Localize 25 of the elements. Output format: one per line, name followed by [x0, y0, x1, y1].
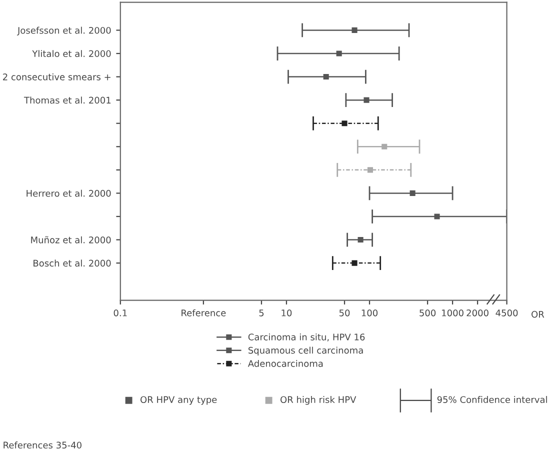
- y-tick-label: Muñoz et al. 2000: [31, 236, 111, 244]
- text: 95% Confidence interval: [437, 396, 547, 404]
- x-tick-label: 10: [282, 309, 292, 316]
- x-tick-label: 100: [362, 309, 378, 316]
- x-tick-label: 1000: [442, 309, 464, 316]
- y-tick-label: Herrero et al. 2000: [26, 190, 111, 197]
- x-axis-title: OR: [532, 310, 544, 318]
- text: OR high risk HPV: [280, 396, 356, 405]
- x-tick-label: 500: [420, 309, 436, 316]
- y-tick-label: Thomas et al. 2001: [24, 96, 111, 104]
- x-tick-label: 0.1: [114, 309, 127, 316]
- y-tick-label: Bosch et al. 2000: [34, 260, 111, 267]
- y-tick-label: Ylitalo et al. 2000: [32, 50, 111, 58]
- x-tick-label: 2000: [466, 309, 488, 316]
- x-tick-label: 5: [259, 310, 264, 316]
- text: OR HPV any type: [140, 396, 217, 405]
- legend-label: Adenocarcinoma: [248, 360, 323, 367]
- x-tick-label: 4500: [496, 309, 518, 316]
- x-tick-label: Reference: [182, 309, 226, 316]
- y-tick-label: Josefsson et al. 2000: [17, 26, 111, 36]
- x-tick-label: 50: [339, 309, 350, 316]
- text: References 35-40: [4, 442, 82, 449]
- legend-label: Carcinoma in situ, HPV 16: [248, 333, 365, 342]
- legend-label: Squamous cell carcinoma: [248, 346, 363, 356]
- y-tick-label: 2 consecutive smears +: [3, 73, 110, 80]
